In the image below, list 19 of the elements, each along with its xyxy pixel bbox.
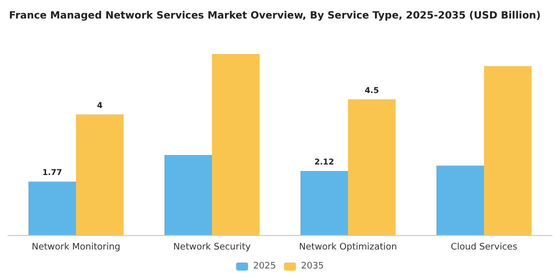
legend-label: 2025 (253, 262, 276, 272)
data-label: 2.12 (314, 158, 334, 167)
bar (164, 155, 212, 235)
data-label: 1.77 (42, 168, 62, 178)
x-tick-label: Cloud Services (450, 242, 518, 252)
bar (76, 114, 124, 235)
data-label: 4 (97, 100, 104, 110)
bar (212, 54, 260, 235)
x-tick-label: Network Security (173, 242, 252, 252)
x-tick-label: Network Optimization (298, 242, 398, 252)
bar (300, 171, 348, 235)
bar (28, 182, 76, 235)
bar (348, 99, 396, 235)
legend-label: 2035 (301, 262, 324, 272)
chart-title: France Managed Network Services Market Overview, By Service Type, 2025-2035 (USD Billion) (9, 10, 541, 22)
data-label: 4.5 (364, 86, 380, 95)
bar (436, 166, 484, 235)
bar (484, 66, 532, 235)
x-tick-label: Network Monitoring (32, 242, 120, 252)
